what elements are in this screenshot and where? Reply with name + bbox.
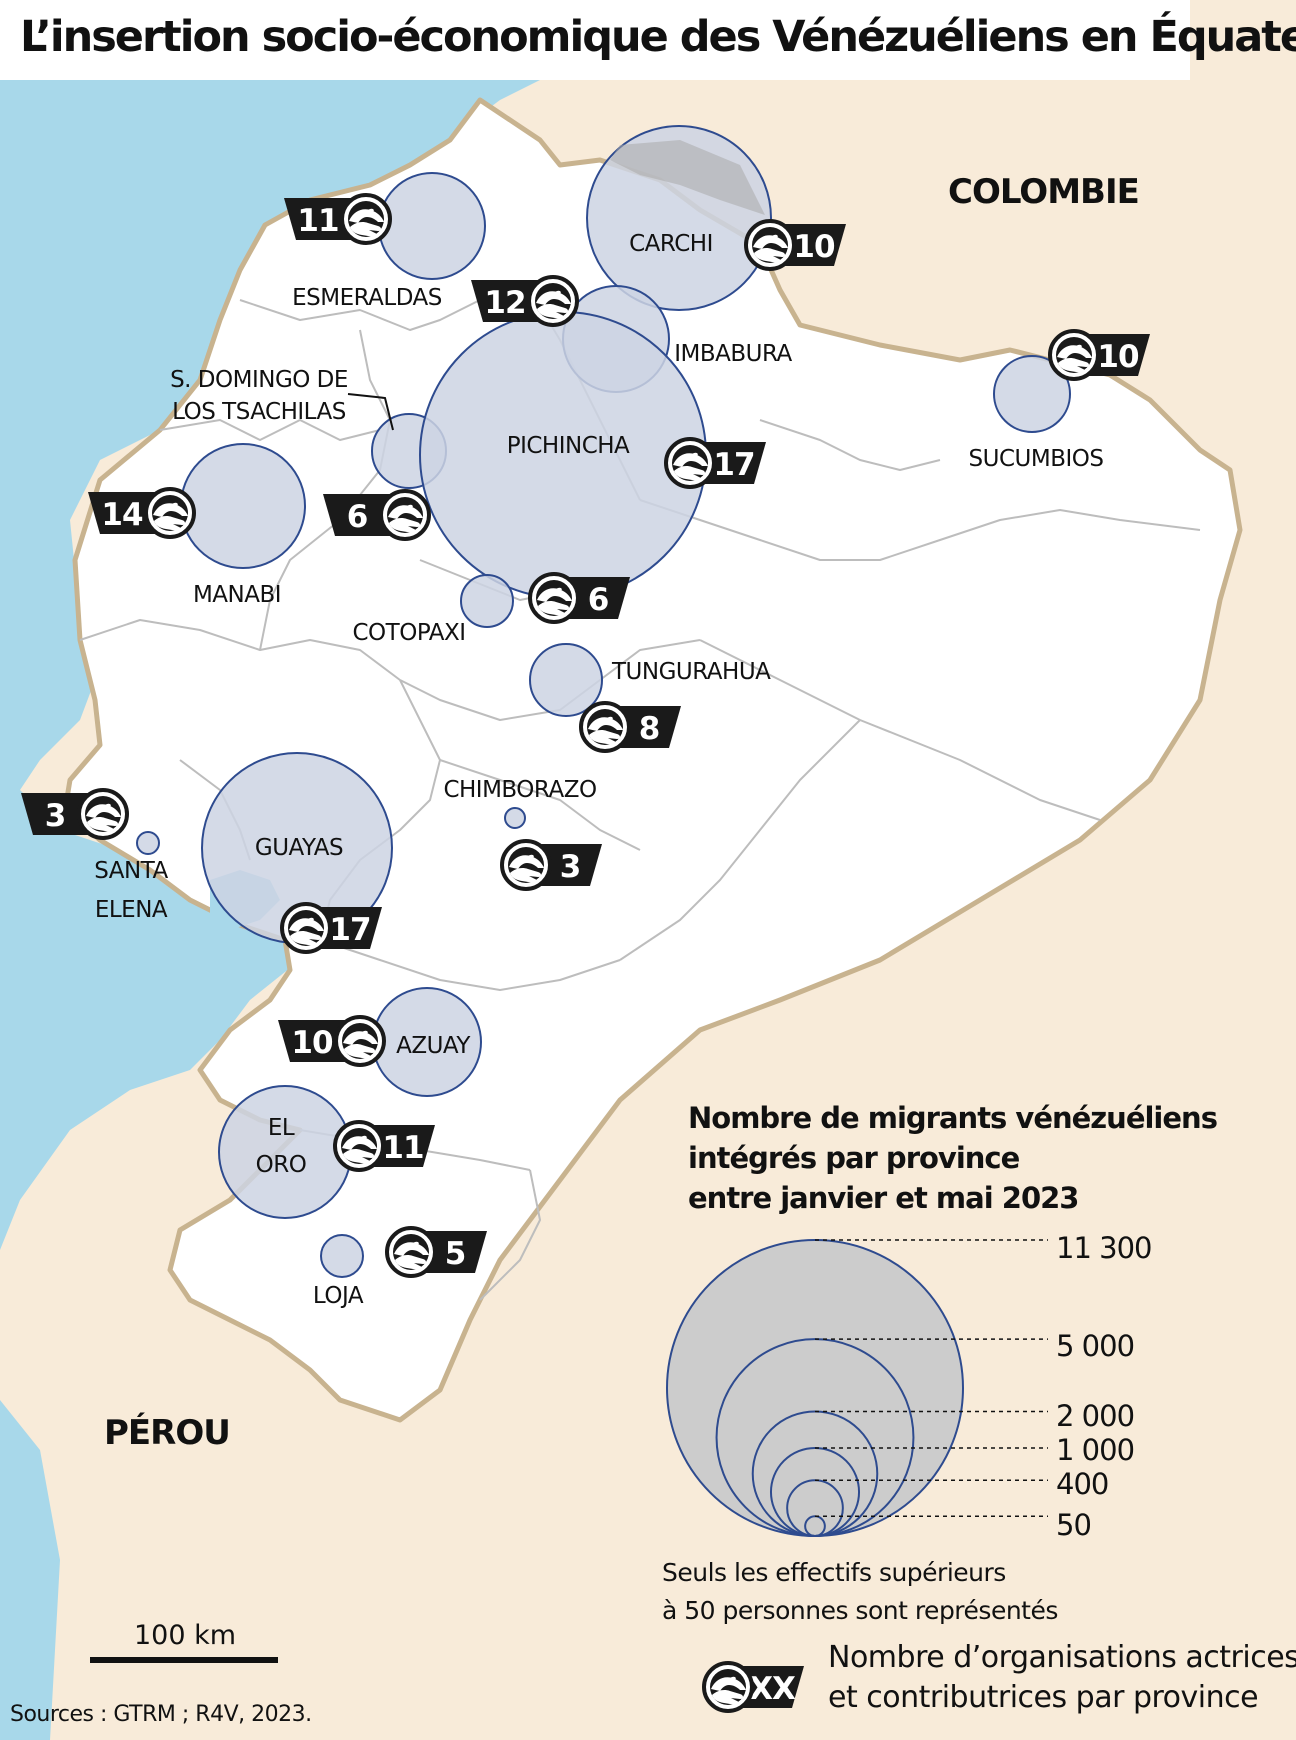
organisation-legend: Nombre d’organisations actrices et contr… <box>828 1638 1296 1718</box>
legend-size-label: 11 300 <box>1056 1231 1152 1265</box>
santo-domingo-leader <box>347 393 394 431</box>
page-title: L’insertion socio-économique des Vénézué… <box>20 12 1296 62</box>
legend-note-line: Seuls les effectifs supérieurs <box>662 1558 1006 1587</box>
organisation-count: XX <box>749 1671 796 1707</box>
badge-el-oro: 11 <box>333 1120 435 1172</box>
badge-tungurahua: 8 <box>579 701 681 753</box>
legend-size-label: 5 000 <box>1056 1329 1135 1363</box>
organisation-count: 6 <box>347 499 368 535</box>
scale-label: 100 km <box>134 1620 237 1651</box>
legend-size-label: 400 <box>1056 1467 1109 1501</box>
province-label-santo-domingo-line2: LOS TSACHILAS <box>172 399 346 425</box>
organisation-count: 3 <box>45 798 66 834</box>
province-label-chimborazo: CHIMBORAZO <box>443 777 597 803</box>
organisation-count: 3 <box>560 849 581 885</box>
province-label-sucumbios: SUCUMBIOS <box>968 446 1104 472</box>
badge-pichincha: 17 <box>664 437 766 489</box>
organisation-legend-line: Nombre d’organisations actrices <box>828 1640 1296 1675</box>
title-box: L’insertion socio-économique des Vénézué… <box>0 0 1296 80</box>
organisation-count: 11 <box>297 203 338 239</box>
legend-size-label: 50 <box>1056 1508 1092 1542</box>
organisation-count: 14 <box>101 497 143 533</box>
organisation-count: 11 <box>382 1130 423 1166</box>
organisation-count: 17 <box>329 912 370 948</box>
badge-chimborazo: 3 <box>500 839 602 891</box>
organisation-badges: 11 10 12 10 6 17 14 6 8 3 3 17 10 11 5 XX <box>21 193 1150 1713</box>
legend-size-label: 2 000 <box>1056 1399 1135 1433</box>
province-label-guayas: GUAYAS <box>254 835 344 861</box>
province-label-cotopaxi: COTOPAXI <box>352 620 467 646</box>
organisation-count: 12 <box>484 285 525 321</box>
province-label-santo-domingo-line1: S. DOMINGO DE <box>170 367 348 393</box>
ecuador-territory <box>62 97 1243 1423</box>
province-label-santa-elena-line2: ELENA <box>94 897 168 923</box>
circle-esmeraldas <box>378 172 486 280</box>
province-label-azuay: AZUAY <box>396 1033 470 1059</box>
badge-imbabura: 12 <box>471 275 579 327</box>
legend-size-circle <box>666 1239 964 1537</box>
province-label-imbabura: IMBABURA <box>674 341 792 367</box>
province-label-santa-elena-line1: SANTA <box>94 858 168 884</box>
province-circles <box>136 125 1071 1278</box>
province-label-esmeraldas: ESMERALDAS <box>292 285 442 311</box>
legend-title-line: Nombre de migrants vénézuéliens <box>688 1101 1218 1135</box>
organisation-count: 17 <box>713 447 754 483</box>
organisation-count: 8 <box>639 711 660 747</box>
circle-chimborazo <box>504 807 526 829</box>
badge-esmeraldas: 11 <box>284 193 392 245</box>
province-label-el-oro-line1: EL <box>267 1115 295 1141</box>
circle-manabi <box>180 443 306 569</box>
badge-loja: 5 <box>385 1226 487 1278</box>
province-label-tungurahua: TUNGURAHUA <box>612 659 771 685</box>
province-label-manabi: MANABI <box>192 582 282 608</box>
organisation-count: 5 <box>445 1236 466 1272</box>
carchi-overlap <box>610 140 765 215</box>
badge-manabi: 14 <box>88 487 196 539</box>
ocean <box>0 80 540 1740</box>
source-note: Sources : GTRM ; R4V, 2023. <box>10 1702 312 1727</box>
badge-guayas: 17 <box>280 902 382 954</box>
legend-size-circles <box>666 1239 1048 1538</box>
province-label-el-oro-line2: ORO <box>255 1152 307 1178</box>
organisation-count: 6 <box>588 582 609 618</box>
circle-cotopaxi <box>460 574 514 628</box>
legend-organisation-badge: XX <box>702 1661 804 1713</box>
legend-title-line: entre janvier et mai 2023 <box>688 1181 1079 1215</box>
circle-tungurahua <box>529 643 603 717</box>
legend-title: Nombre de migrants vénézuéliens intégrés… <box>688 1098 1218 1218</box>
organisation-count: 10 <box>793 229 835 265</box>
legend-size-label: 1 000 <box>1056 1433 1135 1467</box>
province-label-carchi: CARCHI <box>629 231 713 257</box>
legend-note: Seuls les effectifs supérieurs à 50 pers… <box>662 1554 1058 1630</box>
legend-title-line: intégrés par province <box>688 1141 1020 1175</box>
badge-santa-elena: 3 <box>21 788 129 840</box>
country-label-peru: PÉROU <box>104 1413 231 1453</box>
badge-carchi: 10 <box>744 219 846 271</box>
organisation-count: 10 <box>291 1025 333 1061</box>
province-label-pichincha: PICHINCHA <box>506 433 630 459</box>
badge-sucumbios: 10 <box>1048 329 1150 381</box>
circle-sucumbios <box>993 355 1071 433</box>
badge-azuay: 10 <box>278 1015 386 1067</box>
legend-note-line: à 50 personnes sont représentés <box>662 1596 1058 1625</box>
circle-loja <box>320 1234 364 1278</box>
badge-cotopaxi: 6 <box>528 572 630 624</box>
organisation-count: 10 <box>1097 339 1139 375</box>
organisation-legend-line: et contributrices par province <box>828 1680 1259 1715</box>
country-label-colombia: COLOMBIE <box>948 172 1140 212</box>
province-label-loja: LOJA <box>312 1283 364 1309</box>
badge-santo-domingo: 6 <box>323 489 431 541</box>
circle-santa-elena <box>136 831 160 855</box>
